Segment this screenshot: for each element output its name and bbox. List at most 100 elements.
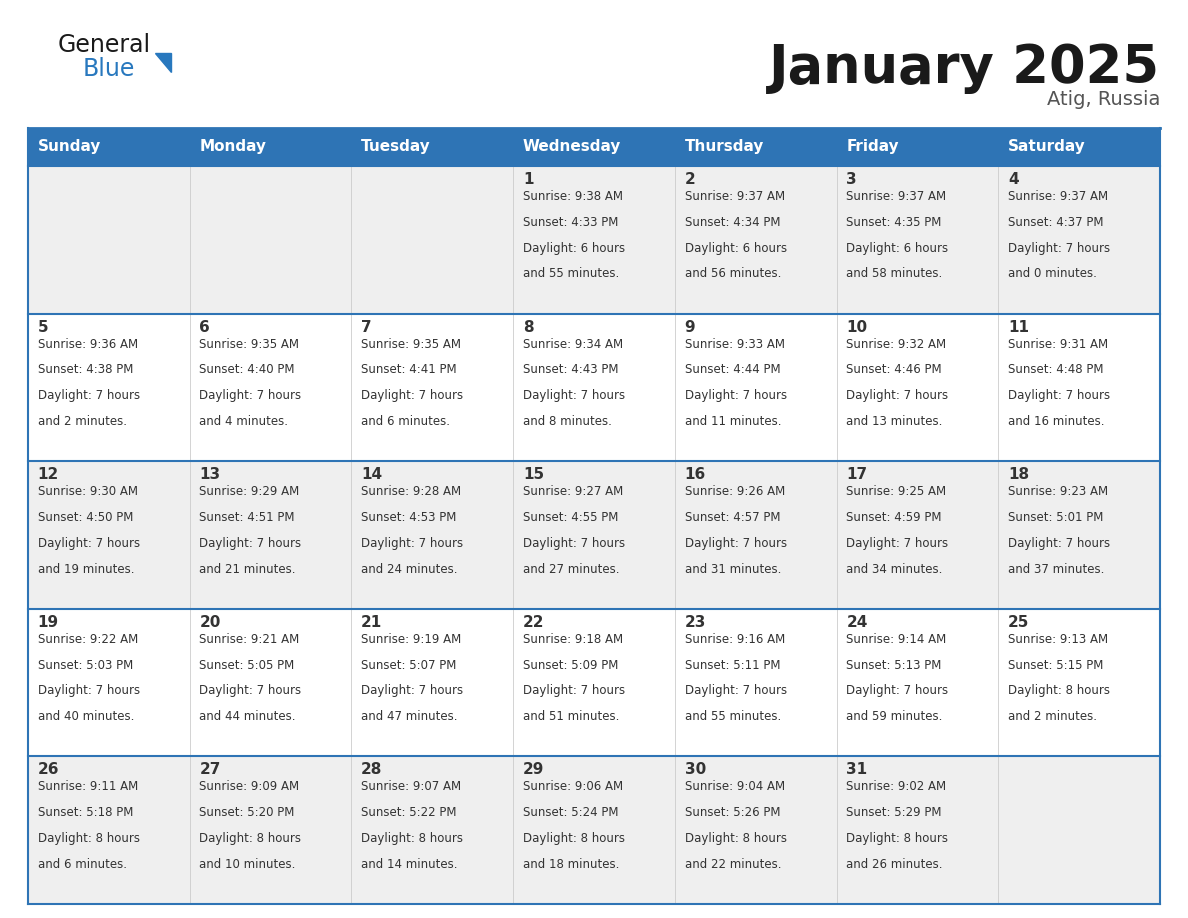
Text: Daylight: 7 hours: Daylight: 7 hours <box>200 389 302 402</box>
Text: Sunrise: 9:04 AM: Sunrise: 9:04 AM <box>684 780 785 793</box>
Text: 7: 7 <box>361 319 372 334</box>
Text: 26: 26 <box>38 763 59 778</box>
Text: Sunset: 4:53 PM: Sunset: 4:53 PM <box>361 511 456 524</box>
Text: Daylight: 7 hours: Daylight: 7 hours <box>38 537 140 550</box>
Text: Sunrise: 9:28 AM: Sunrise: 9:28 AM <box>361 486 461 498</box>
Text: General: General <box>58 33 151 57</box>
Text: and 18 minutes.: and 18 minutes. <box>523 858 619 871</box>
Text: 11: 11 <box>1007 319 1029 334</box>
Text: 24: 24 <box>846 615 867 630</box>
Text: Sunset: 4:41 PM: Sunset: 4:41 PM <box>361 364 456 376</box>
Text: Daylight: 8 hours: Daylight: 8 hours <box>846 832 948 845</box>
Text: Daylight: 7 hours: Daylight: 7 hours <box>846 389 948 402</box>
Polygon shape <box>154 53 171 72</box>
Text: and 31 minutes.: and 31 minutes. <box>684 563 781 576</box>
Text: Sunset: 5:18 PM: Sunset: 5:18 PM <box>38 806 133 819</box>
Text: Daylight: 8 hours: Daylight: 8 hours <box>684 832 786 845</box>
Text: Atig, Russia: Atig, Russia <box>1047 90 1159 109</box>
Text: Saturday: Saturday <box>1007 140 1086 154</box>
Text: 25: 25 <box>1007 615 1029 630</box>
Text: Blue: Blue <box>83 57 135 81</box>
Text: Sunrise: 9:31 AM: Sunrise: 9:31 AM <box>1007 338 1108 351</box>
Text: Daylight: 7 hours: Daylight: 7 hours <box>38 685 140 698</box>
Text: Daylight: 8 hours: Daylight: 8 hours <box>1007 685 1110 698</box>
Text: Sunset: 5:11 PM: Sunset: 5:11 PM <box>684 658 781 672</box>
Text: Sunrise: 9:23 AM: Sunrise: 9:23 AM <box>1007 486 1108 498</box>
Text: Sunrise: 9:16 AM: Sunrise: 9:16 AM <box>684 633 785 645</box>
Text: 3: 3 <box>846 172 857 187</box>
Text: Sunset: 4:57 PM: Sunset: 4:57 PM <box>684 511 781 524</box>
Text: and 10 minutes.: and 10 minutes. <box>200 858 296 871</box>
Text: 22: 22 <box>523 615 544 630</box>
Text: Sunset: 4:44 PM: Sunset: 4:44 PM <box>684 364 781 376</box>
Text: Sunrise: 9:06 AM: Sunrise: 9:06 AM <box>523 780 623 793</box>
Text: Sunset: 5:22 PM: Sunset: 5:22 PM <box>361 806 456 819</box>
Text: 29: 29 <box>523 763 544 778</box>
Text: Sunrise: 9:26 AM: Sunrise: 9:26 AM <box>684 486 785 498</box>
Text: and 55 minutes.: and 55 minutes. <box>684 711 781 723</box>
FancyBboxPatch shape <box>352 128 513 166</box>
Text: 4: 4 <box>1007 172 1018 187</box>
Text: and 0 minutes.: and 0 minutes. <box>1007 267 1097 281</box>
Text: Sunset: 5:01 PM: Sunset: 5:01 PM <box>1007 511 1104 524</box>
Text: Monday: Monday <box>200 140 266 154</box>
Text: Sunrise: 9:14 AM: Sunrise: 9:14 AM <box>846 633 947 645</box>
Text: and 44 minutes.: and 44 minutes. <box>200 711 296 723</box>
Text: and 2 minutes.: and 2 minutes. <box>1007 711 1097 723</box>
Text: and 56 minutes.: and 56 minutes. <box>684 267 781 281</box>
Text: Daylight: 7 hours: Daylight: 7 hours <box>361 685 463 698</box>
Text: and 2 minutes.: and 2 minutes. <box>38 415 127 428</box>
Text: Daylight: 7 hours: Daylight: 7 hours <box>684 389 786 402</box>
Text: Sunset: 4:40 PM: Sunset: 4:40 PM <box>200 364 295 376</box>
Text: and 51 minutes.: and 51 minutes. <box>523 711 619 723</box>
Text: Sunset: 4:33 PM: Sunset: 4:33 PM <box>523 216 618 229</box>
Text: Sunset: 4:46 PM: Sunset: 4:46 PM <box>846 364 942 376</box>
Text: 14: 14 <box>361 467 383 482</box>
Text: Sunset: 5:24 PM: Sunset: 5:24 PM <box>523 806 618 819</box>
Text: Sunset: 5:05 PM: Sunset: 5:05 PM <box>200 658 295 672</box>
Text: Daylight: 6 hours: Daylight: 6 hours <box>846 241 948 254</box>
FancyBboxPatch shape <box>29 128 190 166</box>
Text: and 6 minutes.: and 6 minutes. <box>38 858 127 871</box>
Text: 27: 27 <box>200 763 221 778</box>
Text: and 19 minutes.: and 19 minutes. <box>38 563 134 576</box>
Text: Sunset: 5:29 PM: Sunset: 5:29 PM <box>846 806 942 819</box>
Text: Daylight: 6 hours: Daylight: 6 hours <box>684 241 786 254</box>
Text: and 40 minutes.: and 40 minutes. <box>38 711 134 723</box>
Text: and 47 minutes.: and 47 minutes. <box>361 711 457 723</box>
Text: and 22 minutes.: and 22 minutes. <box>684 858 781 871</box>
Text: 8: 8 <box>523 319 533 334</box>
FancyBboxPatch shape <box>998 128 1159 166</box>
Text: Daylight: 8 hours: Daylight: 8 hours <box>523 832 625 845</box>
Text: Daylight: 7 hours: Daylight: 7 hours <box>38 389 140 402</box>
FancyBboxPatch shape <box>29 756 1159 904</box>
Text: 10: 10 <box>846 319 867 334</box>
Text: 30: 30 <box>684 763 706 778</box>
Text: Sunset: 4:43 PM: Sunset: 4:43 PM <box>523 364 618 376</box>
Text: and 16 minutes.: and 16 minutes. <box>1007 415 1105 428</box>
Text: and 13 minutes.: and 13 minutes. <box>846 415 942 428</box>
FancyBboxPatch shape <box>190 128 352 166</box>
Text: Sunset: 4:59 PM: Sunset: 4:59 PM <box>846 511 942 524</box>
Text: Sunrise: 9:02 AM: Sunrise: 9:02 AM <box>846 780 947 793</box>
Text: and 6 minutes.: and 6 minutes. <box>361 415 450 428</box>
Text: Daylight: 7 hours: Daylight: 7 hours <box>684 685 786 698</box>
Text: Sunrise: 9:35 AM: Sunrise: 9:35 AM <box>200 338 299 351</box>
Text: 13: 13 <box>200 467 221 482</box>
Text: Daylight: 7 hours: Daylight: 7 hours <box>846 685 948 698</box>
Text: Sunset: 4:38 PM: Sunset: 4:38 PM <box>38 364 133 376</box>
Text: and 8 minutes.: and 8 minutes. <box>523 415 612 428</box>
Text: Daylight: 7 hours: Daylight: 7 hours <box>523 537 625 550</box>
Text: 23: 23 <box>684 615 706 630</box>
FancyBboxPatch shape <box>29 609 1159 756</box>
Text: Sunrise: 9:35 AM: Sunrise: 9:35 AM <box>361 338 461 351</box>
Text: and 34 minutes.: and 34 minutes. <box>846 563 942 576</box>
Text: and 59 minutes.: and 59 minutes. <box>846 711 942 723</box>
Text: and 58 minutes.: and 58 minutes. <box>846 267 942 281</box>
Text: Sunday: Sunday <box>38 140 101 154</box>
FancyBboxPatch shape <box>836 128 998 166</box>
Text: and 24 minutes.: and 24 minutes. <box>361 563 457 576</box>
Text: and 21 minutes.: and 21 minutes. <box>200 563 296 576</box>
Text: 1: 1 <box>523 172 533 187</box>
Text: Sunset: 5:07 PM: Sunset: 5:07 PM <box>361 658 456 672</box>
